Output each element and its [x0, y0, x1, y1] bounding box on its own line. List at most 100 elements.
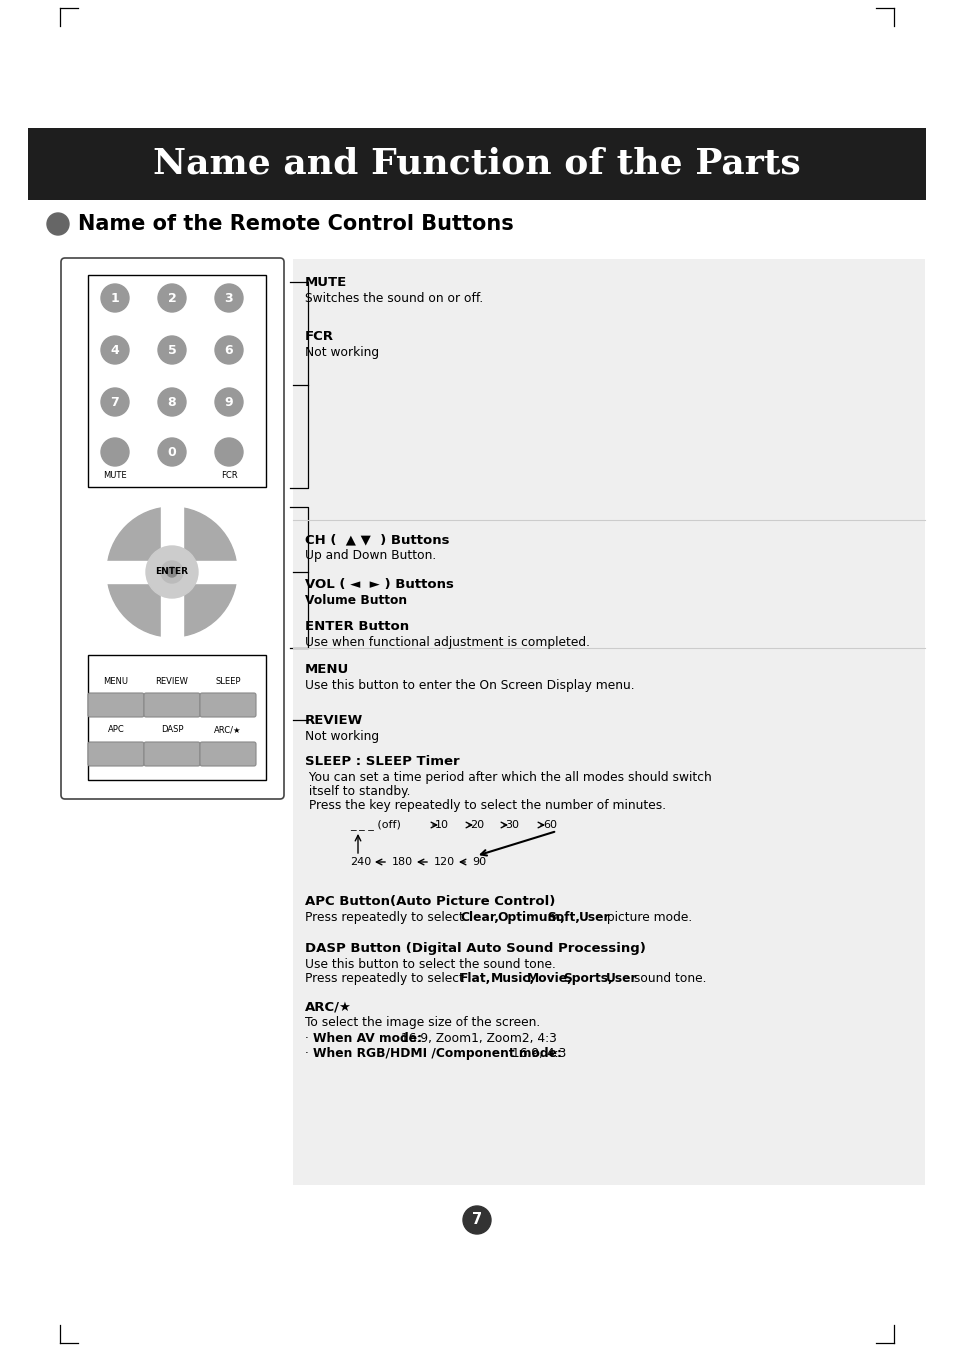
Circle shape — [101, 438, 129, 466]
Text: DASP Button (Digital Auto Sound Processing): DASP Button (Digital Auto Sound Processi… — [305, 942, 645, 955]
Text: 16:9, Zoom1, Zoom2, 4:3: 16:9, Zoom1, Zoom2, 4:3 — [396, 1032, 557, 1046]
Text: 1: 1 — [111, 292, 119, 304]
Text: 4: 4 — [111, 343, 119, 357]
Text: MUTE: MUTE — [305, 276, 347, 289]
Text: Press the key repeatedly to select the number of minutes.: Press the key repeatedly to select the n… — [305, 798, 665, 812]
Circle shape — [214, 388, 243, 416]
FancyBboxPatch shape — [88, 742, 144, 766]
Circle shape — [167, 567, 177, 577]
Text: Press repeatedly to select: Press repeatedly to select — [305, 911, 467, 924]
Text: picture mode.: picture mode. — [602, 911, 692, 924]
Circle shape — [101, 336, 129, 363]
Text: Not working: Not working — [305, 346, 378, 359]
Bar — [88, 655, 266, 780]
Text: itself to standby.: itself to standby. — [305, 785, 410, 798]
Text: ARC/★: ARC/★ — [305, 1000, 352, 1013]
Text: MUTE: MUTE — [103, 471, 127, 481]
Text: You can set a time period after which the all modes should switch: You can set a time period after which th… — [305, 771, 711, 784]
Text: MENU: MENU — [103, 677, 129, 685]
Text: ENTER Button: ENTER Button — [305, 620, 409, 634]
Text: User: User — [605, 971, 637, 985]
Text: REVIEW: REVIEW — [305, 713, 363, 727]
Text: To select the image size of the screen.: To select the image size of the screen. — [305, 1016, 539, 1029]
Text: 20: 20 — [470, 820, 483, 830]
Bar — [28, 128, 925, 200]
Circle shape — [161, 561, 183, 584]
Text: When RGB/HDMI /Component mode:: When RGB/HDMI /Component mode: — [313, 1047, 561, 1061]
Text: VOL: VOL — [213, 567, 231, 577]
Text: 9: 9 — [225, 396, 233, 408]
FancyBboxPatch shape — [144, 693, 200, 717]
Text: Switches the sound on or off.: Switches the sound on or off. — [305, 292, 483, 305]
Text: VOL: VOL — [112, 567, 132, 577]
Text: CH (  ▲ ▼  ) Buttons: CH ( ▲ ▼ ) Buttons — [305, 534, 449, 546]
Bar — [105, 561, 239, 584]
Text: FCR: FCR — [305, 330, 334, 343]
Text: 7: 7 — [111, 396, 119, 408]
Text: Name of the Remote Control Buttons: Name of the Remote Control Buttons — [78, 213, 514, 234]
Text: 2: 2 — [168, 292, 176, 304]
Text: Music,: Music, — [490, 971, 535, 985]
Text: Volume Button: Volume Button — [305, 594, 407, 607]
Text: APC Button(Auto Picture Control): APC Button(Auto Picture Control) — [305, 894, 555, 908]
Circle shape — [158, 284, 186, 312]
Text: APC: APC — [108, 725, 124, 735]
Text: Use this button to select the sound tone.: Use this button to select the sound tone… — [305, 958, 556, 971]
Circle shape — [158, 438, 186, 466]
Text: REVIEW: REVIEW — [155, 677, 189, 685]
Text: When AV mode:: When AV mode: — [313, 1032, 421, 1046]
FancyBboxPatch shape — [61, 258, 284, 798]
Circle shape — [158, 388, 186, 416]
Bar — [293, 259, 924, 1185]
FancyBboxPatch shape — [88, 693, 144, 717]
Text: 5: 5 — [168, 343, 176, 357]
Text: Flat,: Flat, — [459, 971, 491, 985]
FancyBboxPatch shape — [200, 742, 255, 766]
Text: MENU: MENU — [305, 663, 349, 676]
Text: FCR: FCR — [220, 471, 237, 481]
Circle shape — [158, 336, 186, 363]
Text: _ _ _ (off): _ _ _ (off) — [350, 820, 400, 831]
Circle shape — [214, 438, 243, 466]
Text: Not working: Not working — [305, 730, 378, 743]
Text: Optimum,: Optimum, — [497, 911, 565, 924]
Text: Clear,: Clear, — [459, 911, 498, 924]
Text: Use when functional adjustment is completed.: Use when functional adjustment is comple… — [305, 636, 589, 648]
Circle shape — [214, 336, 243, 363]
Text: ·: · — [305, 1047, 313, 1061]
Text: 7: 7 — [472, 1212, 481, 1228]
Text: 0: 0 — [168, 446, 176, 458]
FancyBboxPatch shape — [144, 742, 200, 766]
Text: DASP: DASP — [161, 725, 183, 735]
Text: ARC/★: ARC/★ — [214, 725, 241, 735]
Text: 240: 240 — [350, 857, 371, 867]
Text: Movie,: Movie, — [526, 971, 572, 985]
Text: Name and Function of the Parts: Name and Function of the Parts — [153, 147, 800, 181]
Circle shape — [101, 388, 129, 416]
Text: Soft,: Soft, — [547, 911, 579, 924]
Text: 10: 10 — [435, 820, 449, 830]
Text: 180: 180 — [392, 857, 413, 867]
Circle shape — [146, 546, 198, 598]
Circle shape — [214, 284, 243, 312]
Text: 120: 120 — [434, 857, 455, 867]
Text: 8: 8 — [168, 396, 176, 408]
Text: 3: 3 — [225, 292, 233, 304]
Text: 60: 60 — [542, 820, 557, 830]
Text: 30: 30 — [504, 820, 518, 830]
Text: sound tone.: sound tone. — [630, 971, 706, 985]
Text: Up and Down Button.: Up and Down Button. — [305, 549, 436, 562]
Text: Sports,: Sports, — [563, 971, 613, 985]
FancyBboxPatch shape — [200, 693, 255, 717]
Text: 16:9, 4:3: 16:9, 4:3 — [507, 1047, 566, 1061]
Text: Use this button to enter the On Screen Display menu.: Use this button to enter the On Screen D… — [305, 680, 634, 692]
Text: SLEEP : SLEEP Timer: SLEEP : SLEEP Timer — [305, 755, 459, 767]
Text: 6: 6 — [225, 343, 233, 357]
Bar — [161, 505, 183, 639]
Text: ENTER: ENTER — [155, 567, 189, 577]
Text: CH ▼: CH ▼ — [161, 617, 183, 627]
Text: User: User — [578, 911, 610, 924]
Text: CH ▲: CH ▲ — [161, 517, 183, 527]
Text: SLEEP: SLEEP — [215, 677, 240, 685]
Text: VOL ( ◄  ► ) Buttons: VOL ( ◄ ► ) Buttons — [305, 578, 454, 590]
